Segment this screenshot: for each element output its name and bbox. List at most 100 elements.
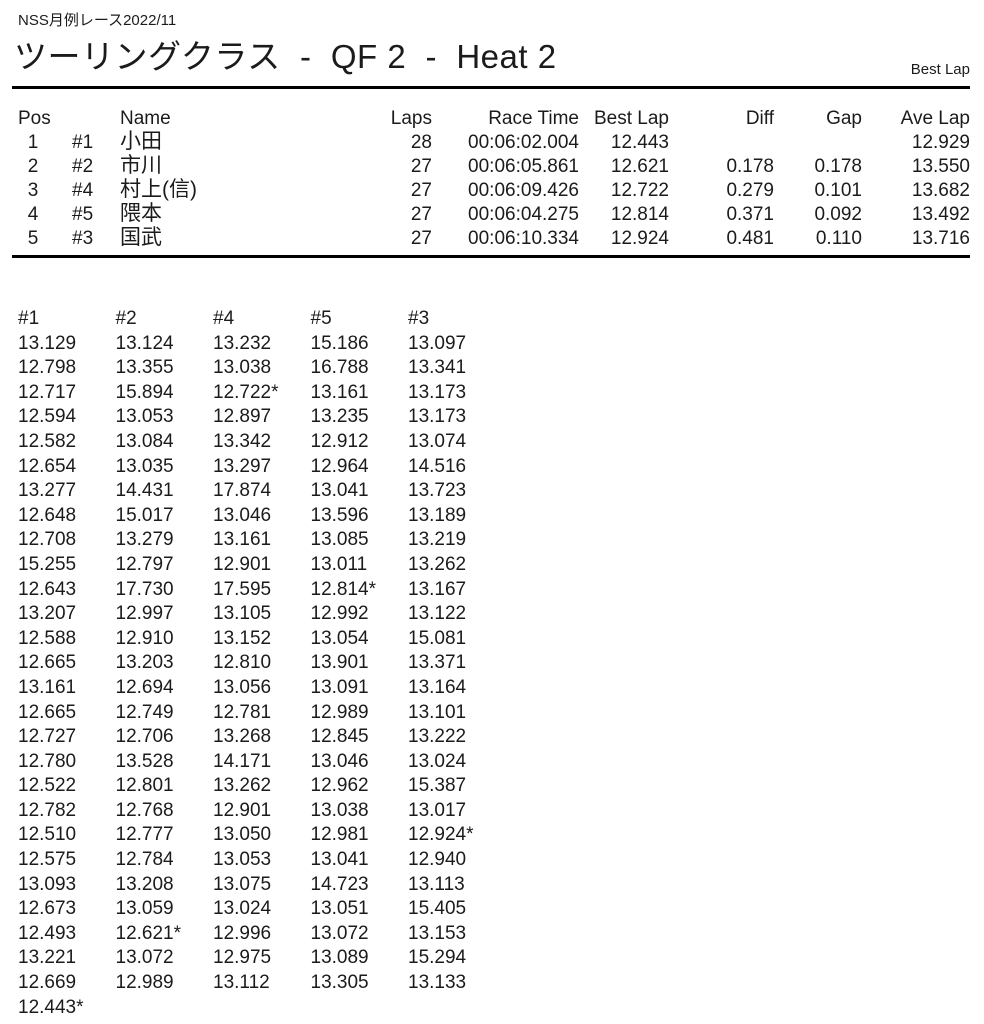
lap-time: 12.582 [18,430,77,452]
result-best-lap: 12.814 [610,204,669,225]
header-laps: Laps [390,108,432,129]
lap-time: 13.046 [213,504,272,526]
lap-time: 13.235 [310,406,369,428]
lap-time: 13.222 [408,726,467,748]
lap-time: 12.443* [18,996,84,1018]
lap-time: 12.522 [18,775,77,797]
lap-time: 12.708 [18,529,77,551]
lap-time: 13.161 [18,676,77,698]
result-ave-lap: 13.716 [911,228,970,249]
result-diff: 0.178 [726,156,774,177]
lap-time: 13.089 [310,947,369,969]
lap-time: 13.262 [213,775,272,797]
lap-time: 13.113 [408,873,465,895]
lap-time: 13.038 [213,357,272,379]
lap-time: 13.153 [408,922,467,944]
header-diff: Diff [745,108,774,129]
lap-time: 16.788 [310,357,369,379]
lap-time: 12.722* [213,381,279,403]
lap-time: 15.405 [408,898,467,920]
lap-time: 13.053 [115,406,174,428]
results-rows: 1 #1 小田 28 00:06:02.004 12.443 12.929 2 … [18,130,970,250]
lap-time: 13.152 [213,627,272,649]
lap-time: 12.727 [18,726,77,748]
lap-time: 12.694 [115,676,174,698]
lap-time: 13.164 [408,676,467,698]
lap-time: 12.510 [18,824,77,846]
lap-column: #4 13.232 13.038 12.722* 12.897 13.342 1… [213,307,311,1020]
result-gap: 0.110 [815,228,862,249]
header-name: Name [120,108,171,129]
lap-time: 13.173 [408,406,467,428]
lap-column-header: #2 [115,308,137,329]
lap-time: 13.059 [115,898,174,920]
result-car-number: #3 [72,228,94,249]
lap-time: 15.017 [115,504,174,526]
lap-time: 15.081 [408,627,467,649]
result-ave-lap: 13.492 [911,204,970,225]
lap-column: #1 13.129 12.798 12.717 12.594 12.582 12… [18,307,116,1020]
lap-time: 13.084 [115,430,174,452]
lap-time: 13.342 [213,430,272,452]
lap-time: 13.093 [18,873,77,895]
result-driver-name: 市川 [120,154,162,177]
header-pos: Pos [18,108,51,129]
lap-time: 12.643 [18,578,77,600]
lap-time: 12.992 [310,603,369,625]
event-title: NSS月例レース2022/11 [18,12,177,29]
lap-time: 12.673 [18,898,77,920]
result-row: 3 #4 村上(信) 27 00:06:09.426 12.722 0.279 … [18,178,970,202]
lap-time: 12.962 [310,775,369,797]
lap-column-header: #5 [310,308,332,329]
result-laps: 27 [410,156,432,177]
lap-time: 14.723 [310,873,369,895]
lap-time: 13.105 [213,603,272,625]
lap-time: 13.056 [213,676,272,698]
lap-time: 13.161 [310,381,369,403]
lap-times-list: 13.129 12.798 12.717 12.594 12.582 12.65… [18,332,116,1021]
lap-time: 15.294 [408,947,467,969]
lap-time: 12.989 [115,972,174,994]
result-best-lap: 12.443 [610,132,669,153]
lap-time: 13.011 [310,553,368,575]
lap-time: 12.912 [310,430,369,452]
lap-time: 12.768 [115,799,174,821]
lap-time: 13.723 [408,480,467,502]
result-race-time: 00:06:09.426 [468,180,579,201]
result-best-lap: 12.621 [610,156,669,177]
result-laps: 27 [410,180,432,201]
lap-time: 12.777 [115,824,174,846]
lap-time: 13.268 [213,726,272,748]
result-pos: 2 [27,156,39,177]
lap-time: 12.845 [310,726,369,748]
lap-time: 13.901 [310,652,369,674]
lap-time: 12.749 [115,701,174,723]
lap-time: 15.255 [18,553,77,575]
lap-time: 13.189 [408,504,467,526]
lap-time: 13.161 [213,529,272,551]
lap-column-header: #3 [408,308,430,329]
lap-time: 14.431 [115,480,174,502]
result-best-lap: 12.924 [610,228,669,249]
lap-time: 13.072 [310,922,369,944]
lap-times-list: 13.124 13.355 15.894 13.053 13.084 13.03… [116,332,214,996]
lap-time: 13.074 [408,430,467,452]
lap-time: 12.901 [213,799,272,821]
lap-time: 13.297 [213,455,272,477]
lap-time: 13.279 [115,529,174,551]
results-header-row: Pos Name Laps Race Time Best Lap Diff Ga… [18,107,970,130]
result-race-time: 00:06:04.275 [468,204,579,225]
lap-time: 12.897 [213,406,272,428]
lap-time: 13.091 [310,676,369,698]
page-title: ツーリングクラス - QF 2 - Heat 2 [14,38,557,75]
result-ave-lap: 13.682 [911,180,970,201]
lap-time: 13.133 [408,972,467,994]
result-ave-lap: 12.929 [911,132,970,153]
result-row: 1 #1 小田 28 00:06:02.004 12.443 12.929 [18,130,970,154]
result-driver-name: 隈本 [120,202,162,225]
lap-column-header: #4 [213,308,235,329]
lap-time: 13.219 [408,529,467,551]
lap-time: 12.798 [18,357,77,379]
result-gap: 0.178 [814,156,862,177]
